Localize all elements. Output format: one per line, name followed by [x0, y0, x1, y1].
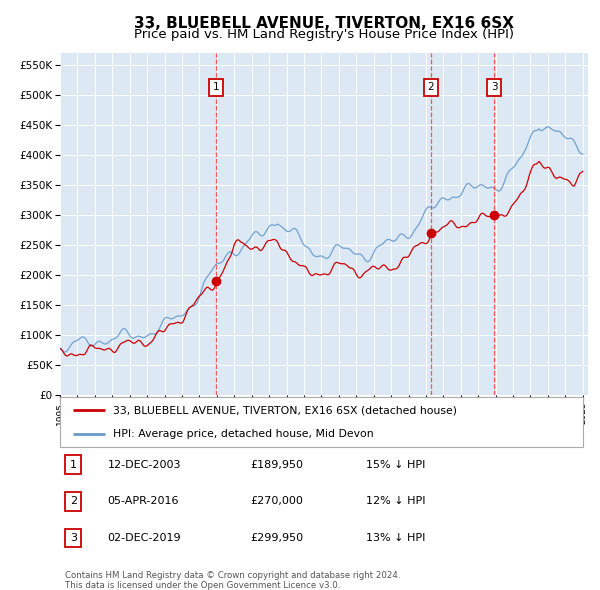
Text: 02-DEC-2019: 02-DEC-2019: [107, 533, 181, 543]
Text: £299,950: £299,950: [250, 533, 303, 543]
Text: 3: 3: [70, 533, 77, 543]
Text: £270,000: £270,000: [250, 496, 303, 506]
Text: Price paid vs. HM Land Registry's House Price Index (HPI): Price paid vs. HM Land Registry's House …: [134, 28, 514, 41]
Text: 33, BLUEBELL AVENUE, TIVERTON, EX16 6SX (detached house): 33, BLUEBELL AVENUE, TIVERTON, EX16 6SX …: [113, 405, 457, 415]
Text: 15% ↓ HPI: 15% ↓ HPI: [366, 460, 425, 470]
Text: Contains HM Land Registry data © Crown copyright and database right 2024.
This d: Contains HM Land Registry data © Crown c…: [65, 571, 401, 590]
Text: 2: 2: [427, 83, 434, 92]
Text: 12% ↓ HPI: 12% ↓ HPI: [366, 496, 426, 506]
Text: 3: 3: [491, 83, 497, 92]
Text: 2: 2: [70, 496, 77, 506]
Text: £189,950: £189,950: [250, 460, 303, 470]
Text: HPI: Average price, detached house, Mid Devon: HPI: Average price, detached house, Mid …: [113, 428, 373, 438]
Text: 12-DEC-2003: 12-DEC-2003: [107, 460, 181, 470]
Text: 05-APR-2016: 05-APR-2016: [107, 496, 179, 506]
Title: 33, BLUEBELL AVENUE, TIVERTON, EX16 6SX: 33, BLUEBELL AVENUE, TIVERTON, EX16 6SX: [134, 16, 514, 31]
FancyBboxPatch shape: [60, 397, 583, 447]
Text: 1: 1: [212, 83, 219, 92]
Text: 1: 1: [70, 460, 77, 470]
Text: 13% ↓ HPI: 13% ↓ HPI: [366, 533, 425, 543]
